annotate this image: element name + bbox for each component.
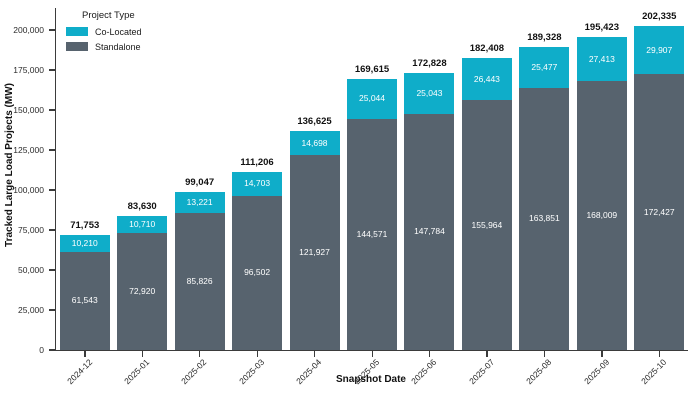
y-axis-tick (49, 269, 55, 271)
bar-total-label: 182,408 (469, 43, 505, 55)
x-axis-tick (658, 351, 661, 357)
bar-segment-co-located: 25,477 (519, 47, 570, 88)
bar-segment-standalone: 155,964 (461, 100, 512, 350)
y-axis-tick-label: 25,000 (18, 305, 44, 315)
legend-label-co-located: Co-Located (95, 26, 142, 37)
y-axis-tick-label: 50,000 (18, 265, 44, 275)
legend: Project Type Co-Located Standalone (66, 10, 142, 54)
bar-segment-standalone: 163,851 (519, 87, 570, 350)
bar-segment-value-label: 144,571 (356, 228, 388, 239)
legend-swatch-standalone-icon (66, 42, 88, 51)
bar-segment-standalone: 168,009 (576, 81, 627, 350)
bar-total-label: 189,328 (527, 32, 562, 44)
bar-total-label: 172,828 (412, 58, 447, 70)
bar-segment-standalone: 144,571 (347, 118, 397, 350)
bar-segment-value-label: 121,927 (299, 246, 330, 257)
bar-segment-value-label: 155,964 (471, 219, 503, 230)
bar-segment-co-located: 29,907 (634, 26, 685, 75)
bar-segment-co-located: 27,413 (576, 37, 627, 82)
y-axis-tick-label: 75,000 (18, 225, 44, 235)
legend-title: Project Type (82, 10, 135, 21)
bar-segment-standalone: 85,826 (174, 212, 225, 350)
y-axis-tick (49, 349, 55, 351)
bar-segment-value-label: 13,221 (186, 196, 213, 207)
bar-segment-standalone: 172,427 (634, 74, 685, 350)
y-axis-tick (49, 229, 55, 231)
x-axis-tick (314, 351, 316, 357)
bar-segment-co-located: 14,698 (289, 131, 340, 155)
y-axis-tick (49, 29, 55, 31)
plot-area: Project Type Co-Located Standalone 0 25,0… (13, 8, 688, 386)
y-axis-tick (49, 149, 55, 151)
y-axis-tick (49, 189, 55, 191)
x-axis-tick (543, 351, 546, 357)
x-axis-tick (371, 351, 373, 357)
bar-segment-co-located: 14,703 (232, 172, 283, 196)
bar-segment-standalone: 61,543 (59, 251, 110, 350)
bar-segment-co-located: 10,710 (117, 216, 168, 234)
bar-total-label: 111,206 (240, 157, 274, 169)
bar-segment-value-label: 29,907 (646, 44, 673, 55)
bar-segment-co-located: 25,043 (404, 73, 455, 114)
legend-item-standalone: Standalone (66, 39, 142, 54)
bar-segment-value-label: 172,427 (643, 206, 675, 217)
legend-swatch-co-located-icon (66, 27, 88, 36)
x-axis-tick (428, 351, 431, 357)
bar-segment-value-label: 85,826 (186, 275, 213, 286)
bar-total-label: 169,615 (354, 63, 390, 75)
bar-segment-value-label: 61,543 (71, 295, 98, 306)
x-axis-tick (84, 351, 86, 357)
bar-segment-co-located: 10,210 (59, 235, 110, 252)
bar-segment-value-label: 163,851 (528, 213, 560, 224)
bar-segment-standalone: 147,784 (404, 113, 455, 350)
x-axis-title: Snapshot Date (335, 374, 406, 385)
bar-total-label: 83,630 (127, 201, 157, 213)
x-axis-tick (486, 351, 488, 357)
x-axis-tick (601, 351, 603, 357)
bar-total-label: 195,423 (584, 22, 619, 34)
bar-segment-value-label: 147,784 (414, 226, 445, 237)
bar-segment-value-label: 96,502 (244, 267, 271, 278)
bar-total-label: 136,625 (297, 116, 332, 128)
y-axis-tick (49, 109, 55, 111)
bar-segment-value-label: 26,443 (473, 73, 500, 84)
x-axis-tick (256, 351, 258, 357)
bar-segment-co-located: 13,221 (174, 191, 225, 213)
bar-segment-value-label: 10,710 (129, 219, 156, 230)
bar-segment-standalone: 121,927 (289, 154, 340, 350)
y-axis-tick-label: 200,000 (13, 25, 44, 35)
y-axis-tick-label: 150,000 (13, 105, 44, 115)
x-axis-tick (199, 351, 201, 357)
y-axis-tick-label: 100,000 (13, 185, 44, 195)
bar-segment-co-located: 26,443 (461, 58, 512, 101)
bar-segment-value-label: 27,413 (588, 53, 615, 64)
bar-segment-standalone: 72,920 (117, 233, 168, 350)
y-axis-tick (49, 309, 55, 311)
bar-segment-standalone: 96,502 (232, 195, 283, 350)
legend-item-co-located: Co-Located (66, 24, 142, 39)
bar-segment-value-label: 25,477 (531, 61, 558, 72)
bar-segment-value-label: 14,698 (301, 137, 328, 148)
y-axis-title: Tracked Large Load Projects (MW) (4, 83, 15, 247)
bar-segment-value-label: 25,044 (359, 93, 385, 104)
bar-segment-value-label: 72,920 (129, 286, 156, 297)
bar-total-label: 99,047 (185, 176, 215, 188)
x-axis-tick (141, 351, 143, 357)
bar-segment-value-label: 10,210 (71, 237, 98, 248)
bar-total-label: 71,753 (70, 220, 100, 232)
bar-segment-value-label: 168,009 (586, 210, 618, 221)
bar-segment-value-label: 14,703 (244, 178, 271, 189)
bar-total-label: 202,335 (642, 11, 677, 23)
y-axis-tick-label: 0 (39, 345, 44, 355)
bar-segment-co-located: 25,044 (347, 78, 397, 119)
legend-label-standalone: Standalone (95, 41, 141, 52)
y-axis-tick-label: 175,000 (13, 65, 44, 75)
y-axis-tick-label: 125,000 (13, 145, 44, 155)
bar-segment-value-label: 25,043 (416, 88, 443, 99)
y-axis-tick (49, 69, 55, 71)
